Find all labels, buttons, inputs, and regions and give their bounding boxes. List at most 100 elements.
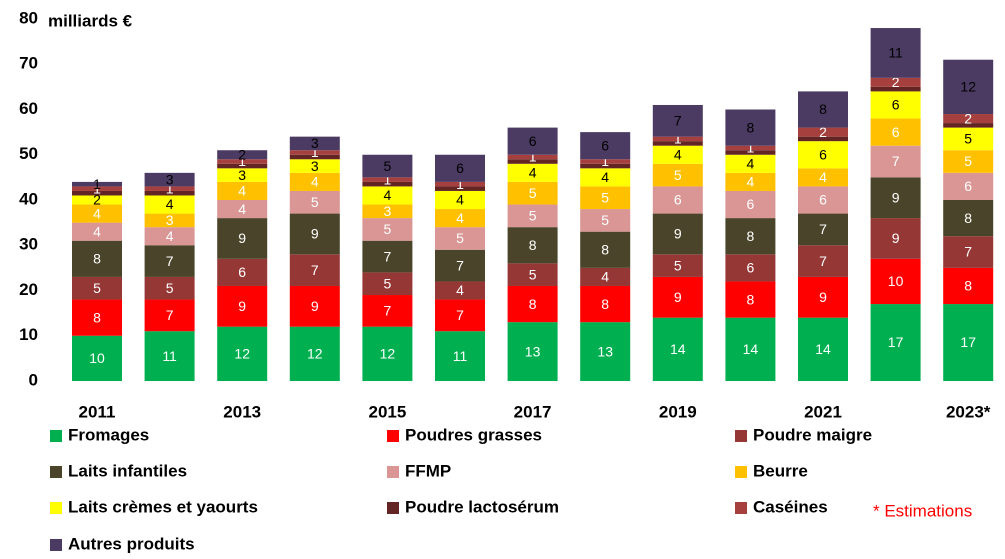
bar-segment xyxy=(798,136,848,142)
bar-segment xyxy=(217,200,268,219)
data-label: 3 xyxy=(238,167,246,183)
bar-segment xyxy=(362,186,413,205)
bar-segment xyxy=(652,186,703,214)
bar-segment xyxy=(507,204,558,228)
data-label: 6 xyxy=(964,178,972,194)
data-label: 3 xyxy=(166,212,174,228)
data-label: 1 xyxy=(456,176,464,192)
bar-segment xyxy=(289,254,340,286)
data-label: 1 xyxy=(311,144,319,160)
data-label: 3 xyxy=(384,203,392,219)
bar-segment xyxy=(943,200,994,237)
bar-segment xyxy=(580,267,631,286)
bar-segment xyxy=(72,222,122,241)
data-label: 13 xyxy=(525,343,541,359)
bar-segment xyxy=(870,118,921,146)
data-label: 4 xyxy=(601,169,609,185)
bar-segment xyxy=(144,172,195,187)
data-label: 4 xyxy=(238,183,246,199)
bar-segment xyxy=(943,123,994,128)
data-label: 9 xyxy=(311,298,319,314)
legend-swatch xyxy=(735,502,747,514)
data-label: 4 xyxy=(166,196,174,212)
bar-segment xyxy=(217,258,268,286)
legend-label: Caséines xyxy=(753,497,828,516)
data-label: 7 xyxy=(892,153,900,169)
bar-segment xyxy=(72,186,122,191)
bar-segment xyxy=(289,285,340,327)
data-label: 9 xyxy=(238,230,246,246)
data-label: 8 xyxy=(747,228,755,244)
bar-segment xyxy=(289,213,340,255)
data-label: 9 xyxy=(238,298,246,314)
bar-segment xyxy=(144,245,195,277)
data-label: 7 xyxy=(166,307,174,323)
bar-segment xyxy=(870,86,921,92)
data-label: 4 xyxy=(819,169,827,185)
bar-segment xyxy=(72,195,122,205)
data-label: 8 xyxy=(601,296,609,312)
bar-segment xyxy=(798,91,848,128)
legend-label: Fromages xyxy=(68,425,149,444)
legend-label: Autres produits xyxy=(68,534,195,553)
data-label: 4 xyxy=(674,146,682,162)
data-label: 8 xyxy=(747,119,755,135)
x-tick-label: 2015 xyxy=(368,402,406,421)
data-label: 5 xyxy=(311,194,319,210)
x-tick-label: 2023* xyxy=(946,402,991,421)
data-label: 9 xyxy=(892,230,900,246)
bar-segment xyxy=(870,77,921,87)
legend-label: FFMP xyxy=(405,461,451,480)
data-label: 5 xyxy=(384,275,392,291)
bar-segment xyxy=(652,213,703,255)
data-label: 14 xyxy=(670,341,686,357)
data-label: 10 xyxy=(89,350,105,366)
data-label: 8 xyxy=(529,296,537,312)
bar-segment xyxy=(580,132,631,160)
bar-segment xyxy=(217,326,268,381)
x-tick-label: 2011 xyxy=(79,402,116,421)
data-label: 9 xyxy=(819,289,827,305)
bar-segment xyxy=(362,295,413,327)
bar-segment xyxy=(435,331,485,381)
bar-segment xyxy=(580,159,631,164)
bar-segment xyxy=(289,159,340,173)
bar-segment xyxy=(362,240,413,273)
bar-segment xyxy=(580,163,631,169)
bar-segment xyxy=(217,163,268,169)
data-label: 6 xyxy=(892,124,900,140)
bar-segment xyxy=(943,236,994,268)
bar-segment xyxy=(72,190,122,196)
bar-segment xyxy=(725,154,776,173)
data-label: 1 xyxy=(166,180,174,196)
x-tick-label: 2019 xyxy=(659,402,697,421)
bar-segment xyxy=(943,127,994,151)
data-label: 8 xyxy=(964,210,972,226)
bar-segment xyxy=(652,145,703,164)
bar-segment xyxy=(943,114,994,124)
legend-swatch xyxy=(735,466,747,478)
data-label: 5 xyxy=(456,230,464,246)
bar-segment xyxy=(725,254,776,282)
data-label: 8 xyxy=(529,237,537,253)
bar-segment xyxy=(798,317,848,381)
data-label: 8 xyxy=(93,251,101,267)
bar-segment xyxy=(289,326,340,381)
data-label: 7 xyxy=(819,221,827,237)
bar-segment xyxy=(72,276,122,300)
legend-swatch xyxy=(50,502,62,514)
data-label: 3 xyxy=(311,135,319,151)
bar-segment xyxy=(943,172,994,200)
bar-segment xyxy=(652,104,703,137)
bar-segment xyxy=(943,304,994,381)
data-label: 13 xyxy=(597,343,613,359)
bar-segment xyxy=(217,218,268,259)
legend-label: Laits crèmes et yaourts xyxy=(68,497,258,516)
data-label: 4 xyxy=(384,187,392,203)
data-label: 7 xyxy=(311,262,319,278)
legend-swatch xyxy=(387,466,399,478)
bar-segment xyxy=(507,154,558,160)
legend-swatch xyxy=(50,466,62,478)
data-label: 12 xyxy=(307,346,323,362)
data-label: 7 xyxy=(674,113,682,129)
